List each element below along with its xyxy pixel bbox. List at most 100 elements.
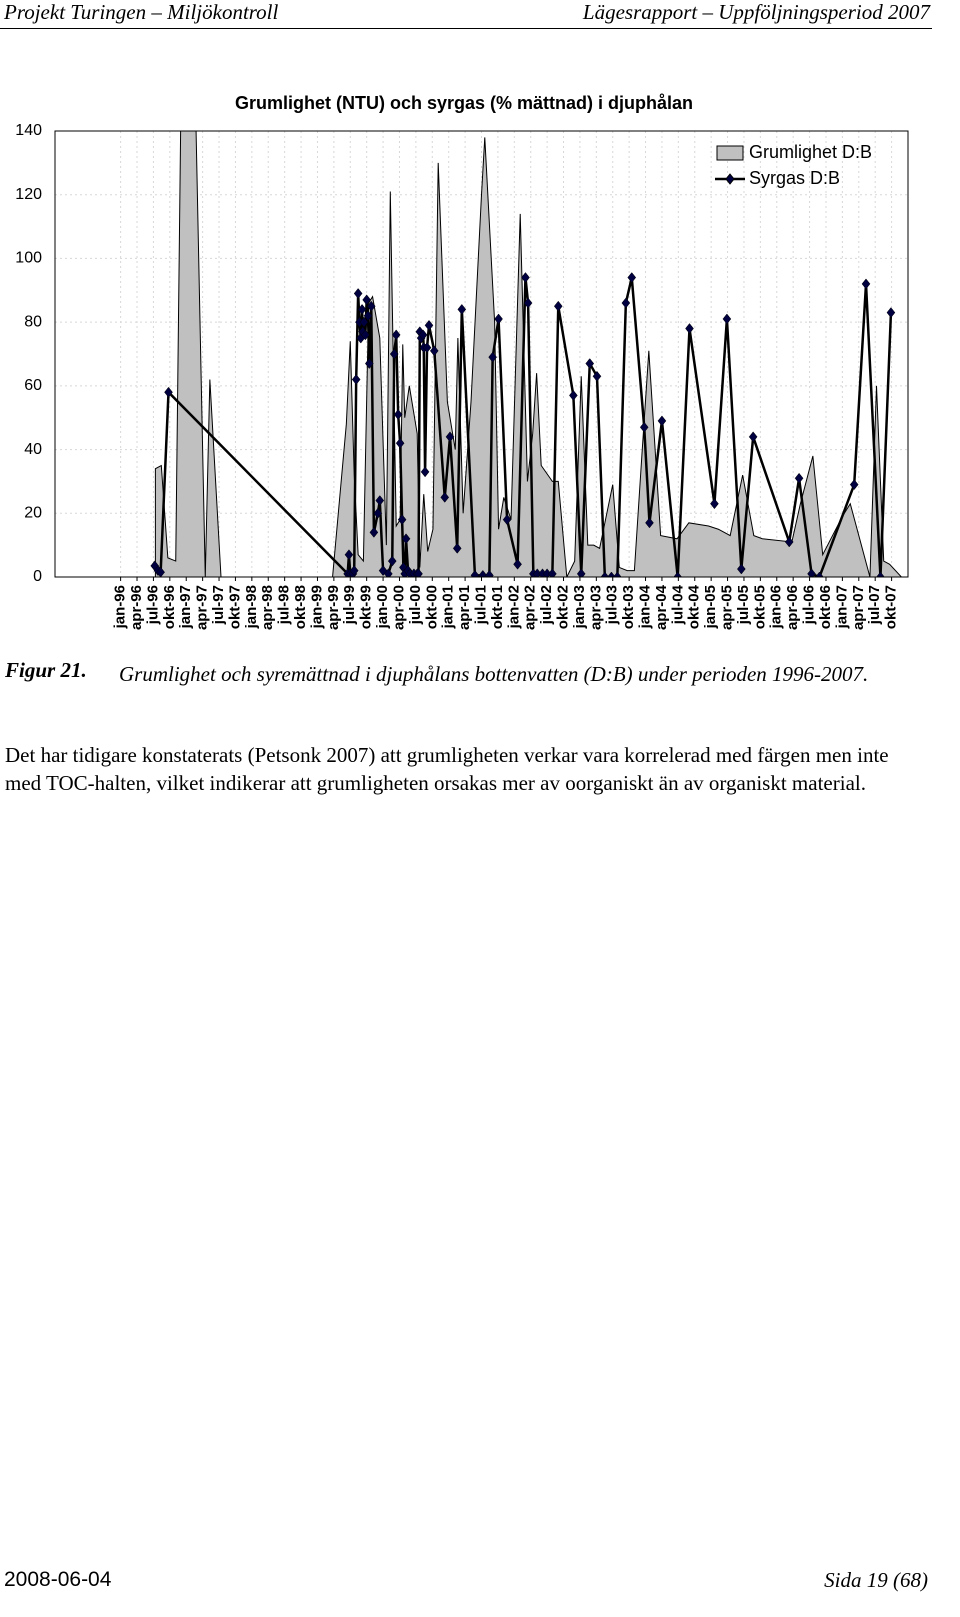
marker [607, 571, 616, 577]
x-tick-label: jan-02 [505, 585, 522, 629]
marker [445, 431, 455, 443]
marker [429, 345, 439, 357]
header-rule [0, 28, 932, 29]
marker [815, 571, 824, 577]
marker [548, 568, 557, 577]
marker [156, 566, 165, 577]
x-tick-label: okt-05 [751, 585, 768, 629]
marker [627, 272, 637, 283]
marker [452, 542, 462, 554]
marker [357, 303, 367, 315]
marker [807, 568, 816, 577]
marker [722, 313, 732, 325]
marker [794, 472, 804, 484]
x-tick-label: okt-00 [423, 585, 440, 629]
x-tick-label: apr-00 [390, 585, 407, 630]
marker [164, 386, 173, 398]
marker [657, 415, 667, 427]
marker [748, 431, 758, 443]
x-tick-label: jan-97 [177, 585, 194, 629]
x-tick-label: jan-04 [637, 584, 654, 629]
x-tick-label: okt-01 [489, 585, 506, 629]
marker [401, 533, 411, 545]
marker [418, 329, 428, 341]
marker [470, 570, 480, 577]
x-tick-label: jul-07 [866, 585, 883, 625]
x-tick-label: jan-98 [243, 585, 260, 629]
x-tick-label: jan-96 [112, 585, 129, 629]
x-tick-label: okt-97 [226, 585, 243, 629]
marker [478, 570, 488, 577]
x-tick-label: jan-01 [440, 585, 457, 629]
x-tick-label: jan-07 [833, 585, 850, 629]
x-tick-label: okt-06 [817, 585, 834, 629]
marker [389, 348, 399, 360]
caption-text: Grumlighet och syremättnad i djuphålans … [119, 662, 869, 686]
marker [349, 565, 359, 577]
header-right: Lägesrapport – Uppföljningsperiod 2007 [582, 0, 930, 24]
x-tick-label: jan-05 [702, 585, 719, 629]
marker [391, 329, 401, 341]
marker [362, 294, 371, 306]
marker [351, 374, 361, 385]
marker [523, 297, 533, 309]
marker [513, 558, 522, 570]
marker [585, 358, 595, 369]
header-left: Projekt Turingen – Miljökontroll [4, 0, 279, 24]
marker [397, 514, 407, 526]
marker [488, 351, 497, 363]
x-tick-label: okt-96 [161, 585, 178, 629]
x-tick-label: jul-97 [210, 585, 227, 625]
marker [395, 437, 405, 449]
marker [414, 568, 423, 577]
x-tick-label: apr-98 [259, 585, 276, 630]
x-tick-label: okt-03 [620, 585, 637, 629]
chart-title: Grumlighet (NTU) och syrgas (% mättnad) … [235, 93, 693, 113]
marker [737, 563, 746, 575]
x-tick-label: apr-96 [128, 585, 145, 630]
x-tick-label: apr-04 [653, 584, 670, 630]
x-tick-label: jul-04 [669, 584, 686, 625]
x-tick-label: jan-00 [374, 585, 391, 629]
body-text: Det har tidigare konstaterats (Petsonk 2… [5, 743, 889, 795]
x-tick-label: jul-05 [735, 585, 752, 625]
marker [849, 479, 859, 491]
footer-right: Sida 19 (68) [824, 1568, 928, 1592]
x-tick-label: jan-06 [768, 585, 785, 629]
marker [384, 568, 393, 577]
legend-label: Grumlighet D:B [749, 142, 872, 162]
x-tick-label: jul-96 [144, 585, 161, 625]
x-tick-label: apr-99 [325, 585, 342, 630]
marker [422, 342, 432, 354]
y-tick-label: 100 [15, 250, 42, 267]
marker [685, 323, 694, 334]
marker [645, 517, 654, 529]
marker [613, 571, 622, 577]
marker [592, 370, 602, 382]
plot-border [54, 130, 909, 578]
marker [673, 571, 683, 577]
marker [494, 313, 503, 325]
x-tick-label: jul-01 [472, 585, 489, 625]
x-tick-label: jan-03 [571, 585, 588, 629]
x-tick-label: okt-04 [686, 584, 703, 629]
area [154, 131, 903, 577]
marker [876, 571, 885, 577]
marker [485, 570, 494, 577]
marker [886, 307, 896, 318]
marker [361, 329, 370, 341]
marker [378, 565, 388, 577]
marker [366, 300, 376, 312]
marker [363, 310, 373, 322]
marker [710, 498, 719, 510]
marker [364, 358, 374, 369]
marker [344, 549, 354, 561]
x-tick-label: jan-99 [308, 585, 325, 629]
marker [600, 571, 610, 577]
plot-series [150, 131, 903, 577]
marker [502, 514, 512, 526]
x-tick-label: okt-99 [358, 585, 375, 629]
marker [387, 555, 397, 567]
